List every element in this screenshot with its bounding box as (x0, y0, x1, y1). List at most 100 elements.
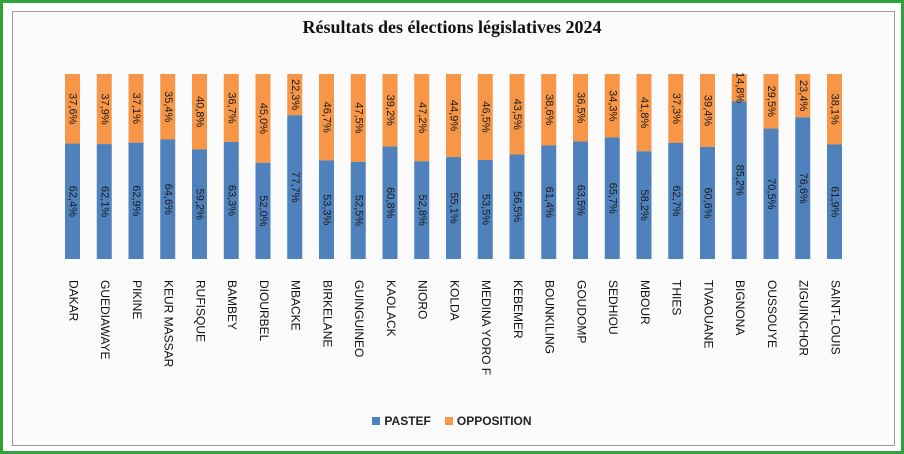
data-label-opposition-kolda: 44,9% (448, 100, 460, 131)
legend-swatch-opposition (444, 417, 453, 425)
bar-pastef-oussouye (763, 128, 779, 259)
category-label-kaolack: KAOLACK (384, 280, 398, 337)
bar-pastef-sedhiou (604, 137, 620, 259)
data-label-opposition-thies: 37,3% (670, 93, 682, 124)
data-label-pastef-nioro: 52,8% (416, 195, 428, 226)
bar-pastef-keur-massar (160, 139, 176, 259)
category-label-goudomp: GOUDOMP (574, 280, 588, 343)
bar-opposition-bignona (731, 74, 747, 102)
category-label-saint-louis: SAINT-LOUIS (828, 280, 842, 355)
bar-pastef-birkelane (319, 160, 334, 259)
data-label-opposition-bignona: 14,8% (733, 72, 745, 103)
chart-title: Résultats des élections législatives 202… (302, 17, 602, 37)
category-label-rufisque: RUFISQUE (193, 280, 207, 342)
category-label-keur-massar: KEUR MASSAR (162, 280, 176, 368)
bar-opposition-diourbel (255, 74, 271, 163)
bar-pastef-mbour (636, 151, 652, 259)
bar-opposition-dakar (65, 74, 80, 144)
legend-label-opposition: OPPOSITION (456, 414, 532, 428)
bar-pastef-kolda (446, 157, 461, 259)
category-label-mbacke: MBACKE (289, 280, 303, 331)
data-label-pastef-sedhiou: 65,7% (606, 183, 618, 214)
bar-opposition-goudomp (573, 74, 588, 142)
bar-pastef-rufisque (192, 149, 207, 259)
bar-opposition-pikine (128, 74, 144, 143)
bar-pastef-kebemer (509, 154, 525, 259)
data-label-pastef-bambey: 63,3% (225, 185, 237, 216)
bar-pastef-guediawaye (96, 144, 112, 259)
data-label-pastef-keur-massar: 64,6% (162, 184, 174, 215)
bar-opposition-guinguineo (350, 74, 366, 162)
bar-opposition-bounkiling (541, 74, 557, 146)
data-label-opposition-bambey: 36,7% (225, 92, 237, 123)
bar-pastef-pikine (128, 142, 144, 259)
legend-item-opposition: OPPOSITION (444, 414, 532, 428)
category-label-bambey: BAMBEY (225, 280, 239, 330)
category-label-oussouye: OUSSOUYE (765, 280, 779, 348)
legend-label-pastef: PASTEF (384, 414, 431, 428)
category-label-birkelane: BIRKELANE (320, 280, 334, 347)
data-label-pastef-thies: 62,7% (670, 185, 682, 216)
bar-pastef-goudomp (573, 141, 588, 259)
data-label-opposition-dakar: 37,6% (67, 93, 79, 124)
data-label-opposition-medina-yoro-f: 46,5% (479, 101, 491, 132)
legend: PASTEF OPPOSITION (0, 414, 904, 428)
bar-opposition-tivaouane (700, 74, 715, 147)
bar-pastef-diourbel (255, 162, 271, 259)
legend-swatch-pastef (372, 417, 381, 425)
data-label-opposition-mbour: 41,8% (638, 97, 650, 128)
data-label-pastef-guinguineo: 52,5% (352, 195, 364, 226)
bar-opposition-mbour (636, 74, 652, 152)
data-label-opposition-nioro: 47,2% (416, 102, 428, 133)
data-label-pastef-oussouye: 70,5% (765, 178, 777, 209)
bar-pastef-ziguinchor (795, 117, 811, 259)
bar-opposition-kebemer (509, 74, 525, 155)
bar-opposition-nioro (414, 74, 430, 162)
bar-pastef-bignona (731, 101, 747, 259)
data-label-pastef-kebemer: 56,5% (511, 191, 523, 222)
bar-opposition-sedhiou (604, 74, 620, 138)
bar-opposition-ziguinchor (795, 74, 811, 118)
data-label-opposition-guinguineo: 47,5% (352, 102, 364, 133)
category-label-guediawaye: GUEDIAWAYE (98, 280, 112, 360)
bar-pastef-thies (668, 143, 684, 259)
bar-pastef-guinguineo (350, 161, 366, 259)
data-label-pastef-rufisque: 59,2% (194, 189, 206, 220)
data-label-opposition-guediawaye: 37,9% (98, 93, 110, 124)
data-label-opposition-diourbel: 45,0% (257, 103, 269, 134)
bar-opposition-medina-yoro-f (477, 74, 493, 161)
data-label-pastef-bignona: 85,2% (733, 165, 745, 196)
bar-opposition-mbacke (287, 74, 303, 116)
bar-pastef-saint-louis (827, 144, 842, 259)
category-label-ziguinchor: ZIGUINCHOR (797, 280, 811, 356)
bar-pastef-tivaouane (700, 146, 715, 259)
bar-opposition-kolda (446, 74, 461, 158)
data-label-opposition-mbacke: 22,3% (289, 79, 301, 110)
category-label-dakar: DAKAR (66, 280, 80, 322)
category-label-bignona: BIGNONA (733, 280, 747, 335)
bar-opposition-saint-louis (827, 74, 842, 145)
data-label-pastef-dakar: 62,4% (67, 186, 79, 217)
data-label-pastef-kaolack: 60,8% (384, 187, 396, 218)
bar-opposition-guediawaye (96, 74, 112, 145)
bar-pastef-mbacke (287, 115, 303, 259)
data-label-opposition-goudomp: 36,5% (575, 92, 587, 123)
data-label-opposition-saint-louis: 38,1% (829, 94, 841, 125)
bar-opposition-kaolack (382, 74, 398, 147)
bar-opposition-oussouye (763, 74, 779, 129)
bar-pastef-bounkiling (541, 145, 557, 259)
data-label-opposition-bounkiling: 38,6% (543, 94, 555, 125)
data-label-opposition-ziguinchor: 23,4% (797, 80, 809, 111)
data-label-pastef-mbacke: 77,7% (289, 172, 301, 203)
bar-pastef-bambey (223, 141, 239, 259)
data-label-opposition-rufisque: 40,8% (194, 96, 206, 127)
data-label-pastef-tivaouane: 60,6% (702, 187, 714, 218)
data-label-pastef-ziguinchor: 76,6% (797, 173, 809, 204)
data-label-opposition-kebemer: 43,5% (511, 99, 523, 130)
bar-opposition-thies (668, 74, 684, 144)
data-label-opposition-sedhiou: 34,3% (606, 90, 618, 121)
category-label-sedhiou: SEDHIOU (606, 280, 620, 335)
data-label-pastef-bounkiling: 61,4% (543, 187, 555, 218)
data-label-pastef-saint-louis: 61,9% (829, 186, 841, 217)
